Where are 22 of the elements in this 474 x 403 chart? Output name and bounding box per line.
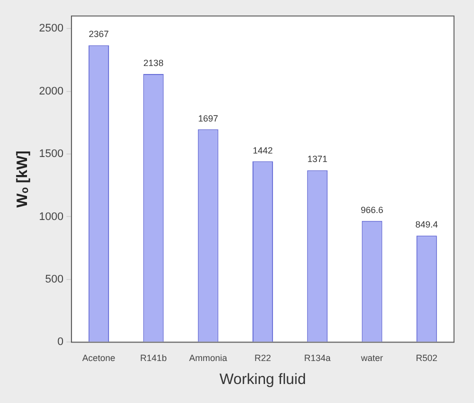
data-label: 1697 — [198, 113, 218, 124]
x-tick-label: R141b — [140, 353, 167, 364]
data-label: 849.4 — [415, 220, 438, 230]
y-tick-label: 1000 — [38, 210, 64, 223]
x-tick-label: Ammonia — [189, 353, 228, 364]
y-tick-label: 0 — [57, 336, 64, 348]
x-tick-label: R502 — [416, 353, 438, 364]
x-tick-label: water — [360, 353, 384, 364]
data-label: 2367 — [88, 29, 109, 40]
data-label: 2138 — [143, 58, 164, 68]
y-tick-label: 1500 — [38, 148, 64, 160]
data-label: 966.6 — [360, 204, 384, 215]
x-axis-title: Working fluid — [220, 371, 306, 388]
x-tick-label: Acetone — [82, 353, 116, 364]
y-axis-title: Wₒ [kW] — [14, 150, 32, 208]
y-tick-label: 2000 — [38, 85, 64, 98]
x-tick-label: R134a — [304, 353, 331, 364]
y-tick-label: 2500 — [38, 22, 64, 35]
data-label: 1371 — [307, 154, 328, 164]
x-tick-label: R22 — [254, 353, 271, 364]
data-label: 1442 — [252, 145, 273, 156]
y-tick-label: 500 — [45, 274, 64, 286]
